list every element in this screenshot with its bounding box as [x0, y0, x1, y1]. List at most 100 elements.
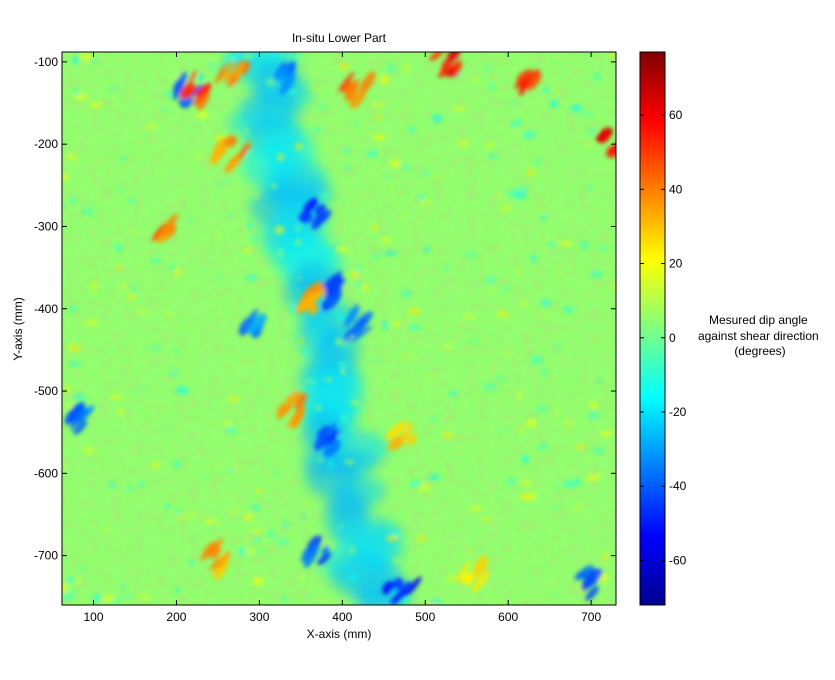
- texture-speckle: [66, 402, 72, 409]
- texture-speckle: [369, 356, 382, 365]
- high-angle-feature: [359, 71, 376, 95]
- high-angle-feature: [151, 223, 166, 242]
- texture-speckle: [151, 258, 161, 264]
- texture-speckle: [389, 159, 401, 168]
- texture-speckle: [533, 157, 542, 165]
- high-angle-feature: [349, 79, 360, 93]
- texture-speckle: [511, 121, 518, 129]
- texture-speckle: [89, 59, 99, 65]
- texture-speckle: [500, 286, 511, 291]
- texture-speckle: [497, 427, 508, 433]
- texture-speckle: [335, 313, 347, 320]
- texture-speckle: [161, 106, 169, 113]
- high-angle-feature: [226, 154, 239, 173]
- y-axis-label: Y-axis (mm): [11, 297, 25, 361]
- colorbar: [639, 51, 666, 606]
- texture-speckle: [253, 192, 260, 198]
- texture-speckle: [441, 442, 447, 448]
- texture-speckle: [467, 479, 476, 486]
- low-angle-feature: [317, 552, 332, 566]
- x-tick-label: 100: [83, 610, 103, 624]
- texture-speckle: [62, 173, 70, 181]
- texture-speckle: [541, 368, 548, 377]
- texture-speckle: [228, 506, 239, 515]
- high-angle-feature: [210, 144, 225, 166]
- texture-speckle: [197, 73, 205, 82]
- texture-speckle: [469, 506, 483, 511]
- texture-speckle: [227, 213, 235, 217]
- texture-speckle: [596, 472, 603, 479]
- x-tick-label: 400: [332, 610, 352, 624]
- texture-speckle: [298, 338, 305, 344]
- texture-speckle: [68, 305, 77, 312]
- texture-speckle: [103, 350, 112, 359]
- texture-speckle: [273, 470, 280, 476]
- texture-speckle: [337, 361, 348, 369]
- texture-speckle: [335, 337, 341, 344]
- texture-speckle: [174, 267, 182, 277]
- texture-speckle: [484, 65, 490, 71]
- texture-speckle: [525, 169, 536, 176]
- texture-speckle: [189, 511, 198, 516]
- low-angle-feature: [273, 68, 290, 82]
- texture-speckle: [458, 139, 470, 147]
- high-angle-feature: [197, 91, 210, 112]
- colorbar-label: Mesured dip angle against shear directio…: [698, 313, 822, 358]
- heatmap-features: [62, 52, 616, 605]
- high-angle-feature: [195, 82, 212, 98]
- texture-speckle: [522, 455, 529, 464]
- texture-speckle: [402, 352, 415, 361]
- texture-speckle: [72, 55, 79, 65]
- texture-speckle: [120, 584, 125, 589]
- low-angle-feature: [323, 439, 341, 457]
- texture-speckle: [137, 593, 152, 600]
- high-angle-feature: [214, 64, 227, 85]
- texture-speckle: [229, 467, 236, 472]
- texture-speckle: [594, 423, 602, 428]
- y-tick-label: -200: [34, 137, 58, 151]
- texture-speckle: [380, 237, 392, 243]
- texture-speckle: [441, 264, 450, 271]
- texture-speckle: [301, 347, 310, 357]
- texture-speckle: [496, 311, 509, 318]
- texture-speckle: [375, 115, 382, 121]
- texture-speckle: [126, 227, 139, 236]
- texture-speckle: [444, 344, 453, 349]
- colorbar-tick-label: 60: [669, 108, 683, 122]
- x-axis-ticks: 100 200 300 400 500 600 700: [83, 52, 601, 624]
- texture-speckle: [400, 290, 413, 298]
- texture-speckle: [91, 593, 103, 603]
- low-angle-feature: [64, 402, 85, 425]
- texture-speckle: [304, 499, 310, 504]
- texture-speckle: [549, 268, 563, 275]
- texture-speckle: [555, 343, 562, 350]
- texture-speckle: [418, 199, 433, 208]
- texture-speckle: [541, 135, 547, 140]
- texture-speckle: [134, 475, 141, 483]
- texture-speckle: [597, 379, 603, 384]
- colorbar-tick-label: 0: [669, 331, 676, 345]
- y-tick-label: -500: [34, 384, 58, 398]
- texture-speckle: [195, 111, 209, 119]
- texture-speckle: [526, 569, 532, 579]
- high-angle-feature: [449, 52, 461, 62]
- texture-speckle: [489, 83, 494, 90]
- texture-speckle: [229, 54, 238, 61]
- texture-speckle: [62, 202, 68, 208]
- texture-speckle: [65, 385, 72, 394]
- texture-speckle: [382, 320, 389, 330]
- texture-speckle: [342, 147, 351, 154]
- y-tick-label: -400: [34, 302, 58, 316]
- high-angle-feature: [429, 52, 444, 61]
- texture-speckle: [386, 64, 397, 73]
- texture-speckle: [286, 302, 292, 307]
- texture-speckle: [485, 141, 493, 148]
- texture-speckle: [590, 266, 595, 270]
- high-angle-feature: [461, 572, 474, 586]
- low-angle-feature: [321, 271, 343, 289]
- colorbar-tick-label: -20: [669, 405, 687, 419]
- texture-speckle: [432, 114, 443, 123]
- texture-speckle: [417, 483, 431, 492]
- texture-speckle: [522, 131, 537, 139]
- x-tick-label: 300: [249, 610, 269, 624]
